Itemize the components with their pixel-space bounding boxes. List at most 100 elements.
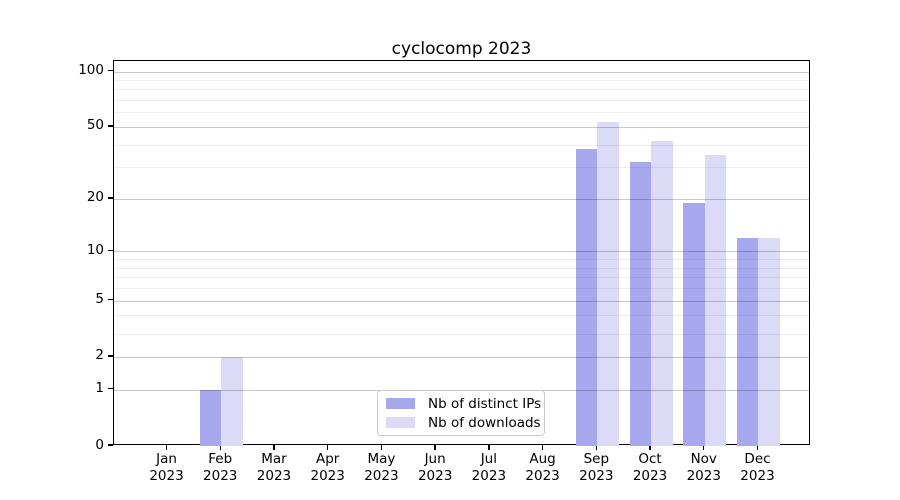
- bar-nb-of-distinct-ips-dec: [736, 237, 759, 446]
- gridline-minor-80: [114, 89, 809, 91]
- y-tick-label-10: 10: [86, 241, 104, 258]
- x-tick-label-aug: Aug 2023: [511, 451, 575, 484]
- gridline-minor-30: [114, 167, 809, 169]
- bar-nb-of-downloads-sep: [597, 122, 619, 446]
- y-tick-mark-100: [108, 69, 113, 72]
- gridline-minor-60: [114, 112, 809, 114]
- x-tick-month: Aug: [529, 451, 556, 467]
- plot-area: [113, 60, 810, 446]
- gridline-major-100: [114, 71, 809, 73]
- x-tick-month: Oct: [638, 451, 662, 467]
- y-tick-mark-0: [108, 444, 113, 446]
- x-tick-label-nov: Nov 2023: [672, 451, 736, 484]
- bar-nb-of-downloads-dec: [758, 237, 780, 446]
- x-tick-month: Apr: [315, 451, 340, 467]
- legend-item-downloads: Nb of downloads: [386, 416, 544, 430]
- x-tick-year: 2023: [149, 467, 184, 484]
- legend-label-downloads: Nb of downloads: [428, 414, 541, 431]
- bar-nb-of-distinct-ips-sep: [575, 148, 598, 446]
- x-tick-month: Jan: [156, 451, 177, 467]
- bar-nb-of-downloads-nov: [704, 155, 727, 446]
- gridline-minor-3: [114, 333, 809, 335]
- x-tick-year: 2023: [525, 467, 560, 484]
- x-tick-year: 2023: [632, 467, 668, 484]
- gridline-major-50: [114, 126, 809, 128]
- x-tick-label-sep: Sep 2023: [564, 451, 628, 484]
- x-tick-mark-jan: [165, 445, 168, 450]
- x-tick-mark-feb: [219, 445, 221, 450]
- x-tick-mark-mar: [273, 445, 275, 450]
- gridline-minor-4: [114, 315, 809, 317]
- gridline-minor-8: [114, 267, 809, 269]
- gridline-minor-9: [114, 259, 809, 261]
- x-tick-year: 2023: [310, 467, 345, 484]
- x-tick-month: Dec: [744, 451, 771, 467]
- x-tick-label-jan: Jan 2023: [135, 451, 199, 484]
- x-tick-year: 2023: [579, 467, 614, 484]
- gridline-major-20: [114, 198, 809, 200]
- x-tick-mark-may: [380, 445, 383, 450]
- x-tick-year: 2023: [364, 467, 399, 484]
- legend: Nb of distinct IPs Nb of downloads: [377, 390, 545, 436]
- x-tick-mark-jun: [434, 445, 436, 450]
- bar-nb-of-distinct-ips-oct: [629, 162, 652, 446]
- gridline-major-10: [114, 251, 809, 253]
- x-tick-year: 2023: [471, 467, 507, 484]
- bar-nb-of-downloads-oct: [651, 140, 673, 446]
- y-tick-label-20: 20: [86, 189, 104, 206]
- gridline-minor-7: [114, 277, 809, 279]
- y-tick-mark-2: [108, 355, 113, 357]
- x-tick-month: Sep: [583, 451, 610, 467]
- gridline-minor-6: [114, 288, 809, 290]
- gridline-major-5: [114, 300, 809, 302]
- x-tick-month: Jul: [480, 451, 497, 467]
- x-tick-month: Jun: [424, 451, 446, 467]
- x-tick-mark-apr: [326, 445, 329, 450]
- y-tick-mark-50: [108, 125, 113, 127]
- x-tick-year: 2023: [417, 467, 453, 484]
- x-tick-label-jul: Jul 2023: [457, 451, 521, 484]
- bar-nb-of-downloads-feb: [221, 356, 243, 446]
- x-tick-month: May: [367, 451, 396, 467]
- x-tick-label-jun: Jun 2023: [403, 451, 467, 484]
- x-tick-year: 2023: [686, 467, 721, 484]
- y-tick-label-1: 1: [95, 380, 104, 397]
- y-tick-mark-10: [108, 249, 113, 252]
- y-tick-mark-5: [108, 298, 113, 301]
- x-tick-label-dec: Dec 2023: [725, 451, 789, 484]
- bar-nb-of-distinct-ips-nov: [683, 202, 705, 446]
- x-tick-mark-dec: [756, 445, 759, 450]
- y-tick-label-0: 0: [95, 436, 104, 453]
- y-tick-mark-20: [108, 197, 113, 199]
- y-tick-label-50: 50: [86, 117, 104, 134]
- legend-label-distinct-ips: Nb of distinct IPs: [428, 395, 542, 412]
- legend-swatch-distinct-ips: [386, 398, 415, 409]
- x-tick-mark-nov: [703, 445, 705, 450]
- bar-nb-of-distinct-ips-feb: [199, 389, 222, 446]
- gridline-minor-90: [114, 79, 809, 81]
- y-tick-label-5: 5: [95, 291, 104, 308]
- legend-item-distinct-ips: Nb of distinct IPs: [386, 397, 544, 411]
- x-tick-year: 2023: [740, 467, 775, 484]
- x-tick-month: Nov: [690, 451, 717, 467]
- x-tick-mark-oct: [649, 445, 651, 450]
- x-tick-month: Feb: [208, 451, 233, 467]
- x-tick-label-mar: Mar 2023: [242, 451, 306, 484]
- legend-swatch-downloads: [386, 417, 415, 428]
- y-tick-label-100: 100: [78, 62, 104, 79]
- y-tick-label-2: 2: [95, 347, 104, 364]
- x-tick-label-feb: Feb 2023: [188, 451, 252, 484]
- x-tick-mark-aug: [541, 445, 544, 450]
- x-tick-mark-jul: [488, 445, 490, 450]
- gridline-minor-40: [114, 144, 809, 146]
- x-tick-label-apr: Apr 2023: [296, 451, 360, 484]
- chart-title: cyclocomp 2023: [391, 39, 532, 59]
- x-tick-month: Mar: [261, 451, 287, 467]
- y-tick-mark-1: [108, 388, 113, 390]
- x-tick-year: 2023: [203, 467, 238, 484]
- x-tick-label-oct: Oct 2023: [618, 451, 682, 484]
- x-tick-mark-sep: [595, 445, 597, 450]
- x-tick-year: 2023: [256, 467, 292, 484]
- x-tick-label-may: May 2023: [349, 451, 413, 484]
